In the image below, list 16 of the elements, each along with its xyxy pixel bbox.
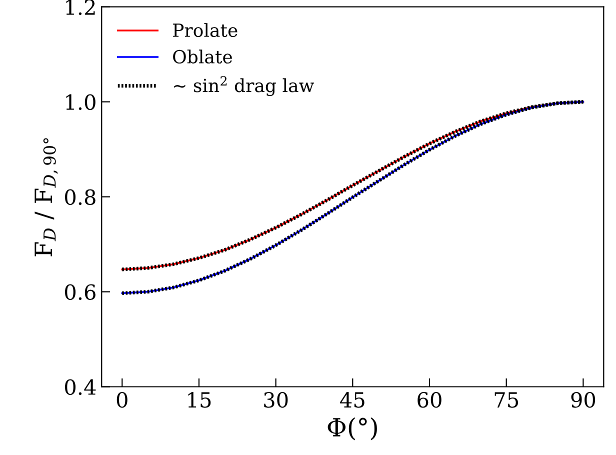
x-tick-label: 30 — [264, 392, 288, 408]
x-tick-label: 15 — [188, 392, 211, 408]
legend-label: Oblate — [173, 50, 232, 64]
y-tick-label: 0.4 — [65, 379, 96, 395]
legend-label: ∼ sin$^{2}$ drag law — [174, 76, 314, 96]
x-tick-label: 45 — [340, 392, 364, 408]
x-tick-label: 90 — [571, 392, 596, 408]
y-tick-label: 0.8 — [65, 189, 96, 205]
x-axis-title: Φ(°) — [328, 417, 377, 440]
y-axis-title: F$_{D}$ / F$_{D,90°}$ — [34, 138, 58, 256]
y-tick-label: 0.6 — [65, 284, 96, 300]
y-tick-label: 1.0 — [66, 94, 96, 110]
x-tick-label: 60 — [418, 392, 442, 408]
x-tick-label: 0 — [116, 392, 128, 408]
x-tick-label: 75 — [494, 392, 518, 408]
legend-label: Prolate — [173, 23, 238, 38]
